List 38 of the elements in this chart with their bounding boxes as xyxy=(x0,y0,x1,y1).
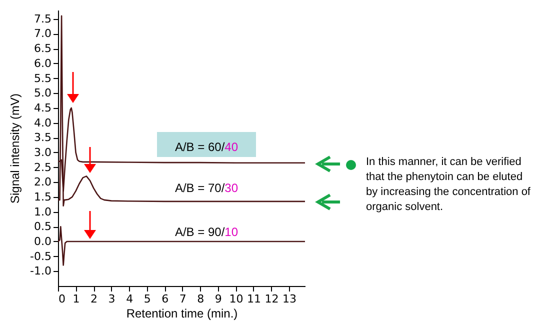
y-tick-label: 5.0 xyxy=(34,86,52,100)
annotation: A/B = 90/10 xyxy=(174,225,238,239)
y-tick-label: 5.5 xyxy=(34,72,52,85)
y-tick-label: 3.5 xyxy=(34,131,52,144)
y-tick-label: 6.5 xyxy=(34,42,52,56)
annotation: A/B = 70/30 xyxy=(174,181,238,195)
x-tick-label: 1 xyxy=(72,292,80,306)
y-tick-label: 2.0 xyxy=(34,176,52,189)
x-tick-label: 0 xyxy=(58,292,66,306)
text: In this manner, it can be verified that the phenytoin can be eluted by increasing the concentration of organic solvent. xyxy=(366,155,532,215)
x-tick-label: 7 xyxy=(179,292,186,306)
x-tick-label: 2 xyxy=(90,292,98,306)
y-tick-label: 1.5 xyxy=(34,190,52,204)
y-tick-label: 0.0 xyxy=(34,234,52,248)
x-tick-label: 11 xyxy=(246,292,261,306)
y-tick-label: 1.0 xyxy=(34,205,52,218)
y-tick-label: 6.0 xyxy=(34,56,52,70)
y-tick-label: 7.0 xyxy=(34,27,52,40)
x-tick-label: 9 xyxy=(214,292,222,306)
x-tick-label: 12 xyxy=(264,292,279,306)
x-tick-label: 3 xyxy=(108,292,116,306)
annotation: A/B = 60/40 xyxy=(174,140,238,154)
x-tick-label: 4 xyxy=(126,292,134,306)
y-tick-label: 0.5 xyxy=(34,220,52,234)
y-tick-label: 7.5 xyxy=(34,12,52,26)
y-tick-label: 4.5 xyxy=(34,101,52,114)
x-tick-label: 6 xyxy=(162,292,169,306)
y-tick-label: -1.0 xyxy=(30,264,52,278)
x-tick-label: 5 xyxy=(144,292,151,306)
x-tick-label: 10 xyxy=(229,292,244,306)
y-tick-label: 4.0 xyxy=(34,116,52,130)
x-tick-label: 8 xyxy=(197,292,204,306)
y-tick-label: 3.0 xyxy=(34,146,52,159)
x-tick-label: 13 xyxy=(282,292,297,306)
y-axis-title: Signal intensity (mV) xyxy=(8,93,22,204)
y-tick-label: 2.5 xyxy=(34,160,52,174)
x-axis-title: Retention time (min.) xyxy=(126,306,238,320)
y-tick-label: -0.5 xyxy=(30,250,52,263)
